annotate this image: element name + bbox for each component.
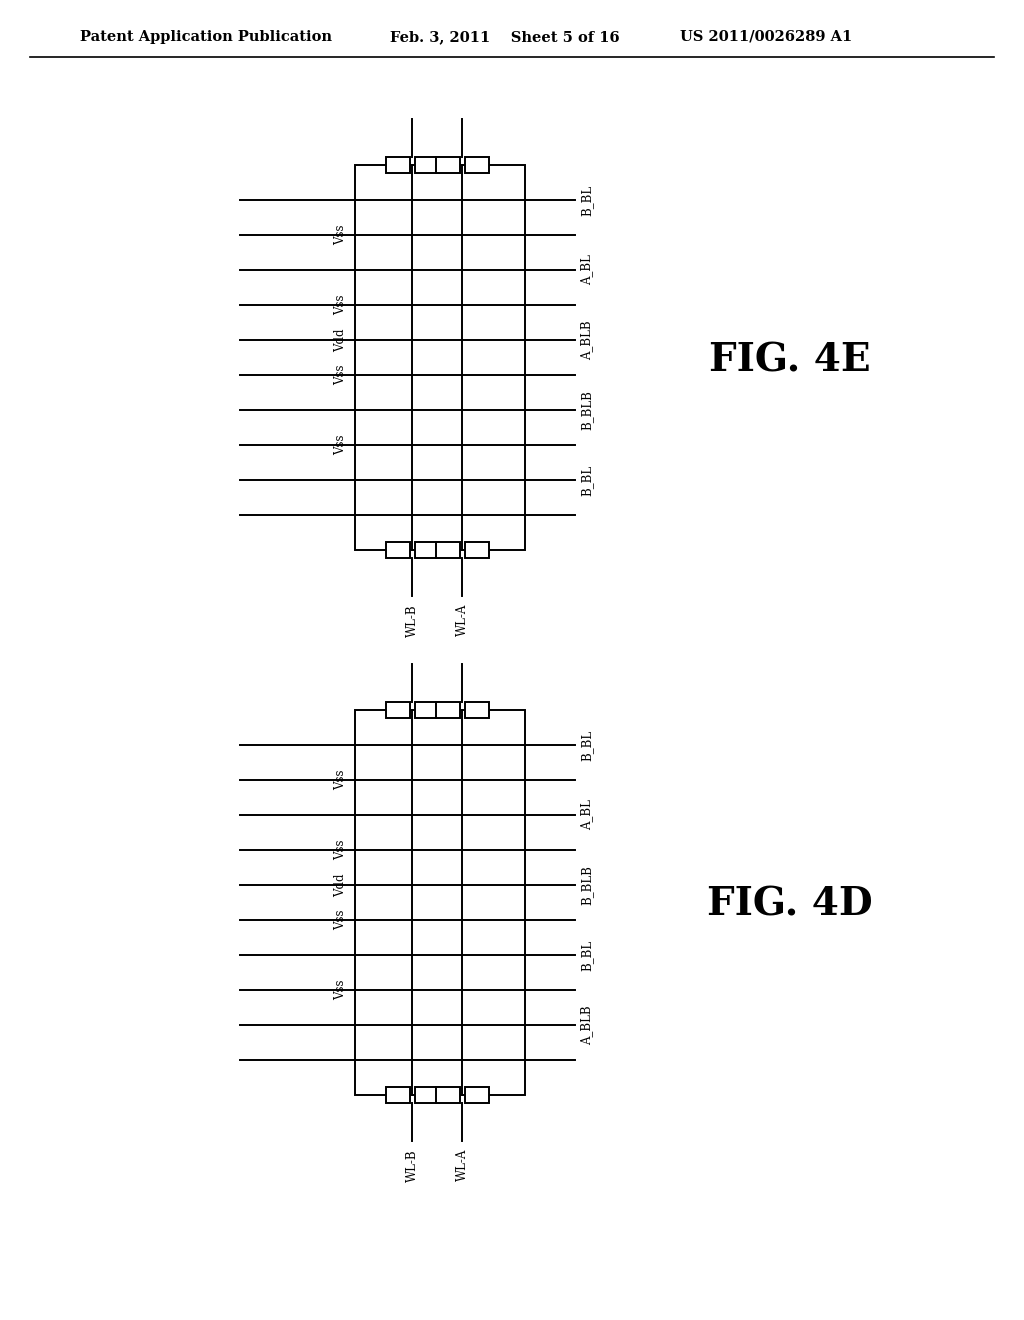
Text: Feb. 3, 2011    Sheet 5 of 16: Feb. 3, 2011 Sheet 5 of 16 [390,30,620,44]
Bar [435,157,460,173]
Bar [415,1086,438,1104]
Text: Vdd: Vdd [334,329,347,351]
Bar [385,1086,410,1104]
Text: Vdd: Vdd [334,874,347,896]
Text: WL-A: WL-A [456,1148,469,1181]
Text: Vss: Vss [334,364,347,385]
Bar [465,543,488,558]
Bar [355,710,525,1096]
Text: Vss: Vss [334,294,347,315]
Bar [465,702,488,718]
Bar [435,1086,460,1104]
Text: FIG. 4E: FIG. 4E [710,341,870,379]
Text: WL-B: WL-B [406,1148,419,1181]
Bar [465,1086,488,1104]
Text: Vss: Vss [334,224,347,246]
Bar [385,543,410,558]
Bar [435,702,460,718]
Text: B_BL: B_BL [580,185,593,215]
Bar [465,157,488,173]
Bar [415,543,438,558]
Text: Vss: Vss [334,840,347,861]
Bar [355,165,525,550]
Text: Vss: Vss [334,909,347,931]
Text: Vss: Vss [334,979,347,1001]
Bar [385,157,410,173]
Text: Vss: Vss [334,770,347,791]
Bar [385,702,410,718]
Text: B_BL: B_BL [580,730,593,760]
Bar [415,157,438,173]
Text: A_BLB: A_BLB [580,1006,593,1045]
Text: A_BL: A_BL [580,255,593,285]
Text: B_BLB: B_BLB [580,391,593,430]
Text: A_BL: A_BL [580,800,593,830]
Text: B_BL: B_BL [580,940,593,970]
Text: Patent Application Publication: Patent Application Publication [80,30,332,44]
Text: B_BL: B_BL [580,465,593,495]
Text: WL-B: WL-B [406,605,419,636]
Bar [435,543,460,558]
Text: B_BLB: B_BLB [580,865,593,906]
Text: WL-A: WL-A [456,605,469,636]
Text: A_BLB: A_BLB [580,321,593,360]
Bar [415,702,438,718]
Text: US 2011/0026289 A1: US 2011/0026289 A1 [680,30,852,44]
Text: FIG. 4D: FIG. 4D [708,886,872,924]
Text: Vss: Vss [334,434,347,455]
